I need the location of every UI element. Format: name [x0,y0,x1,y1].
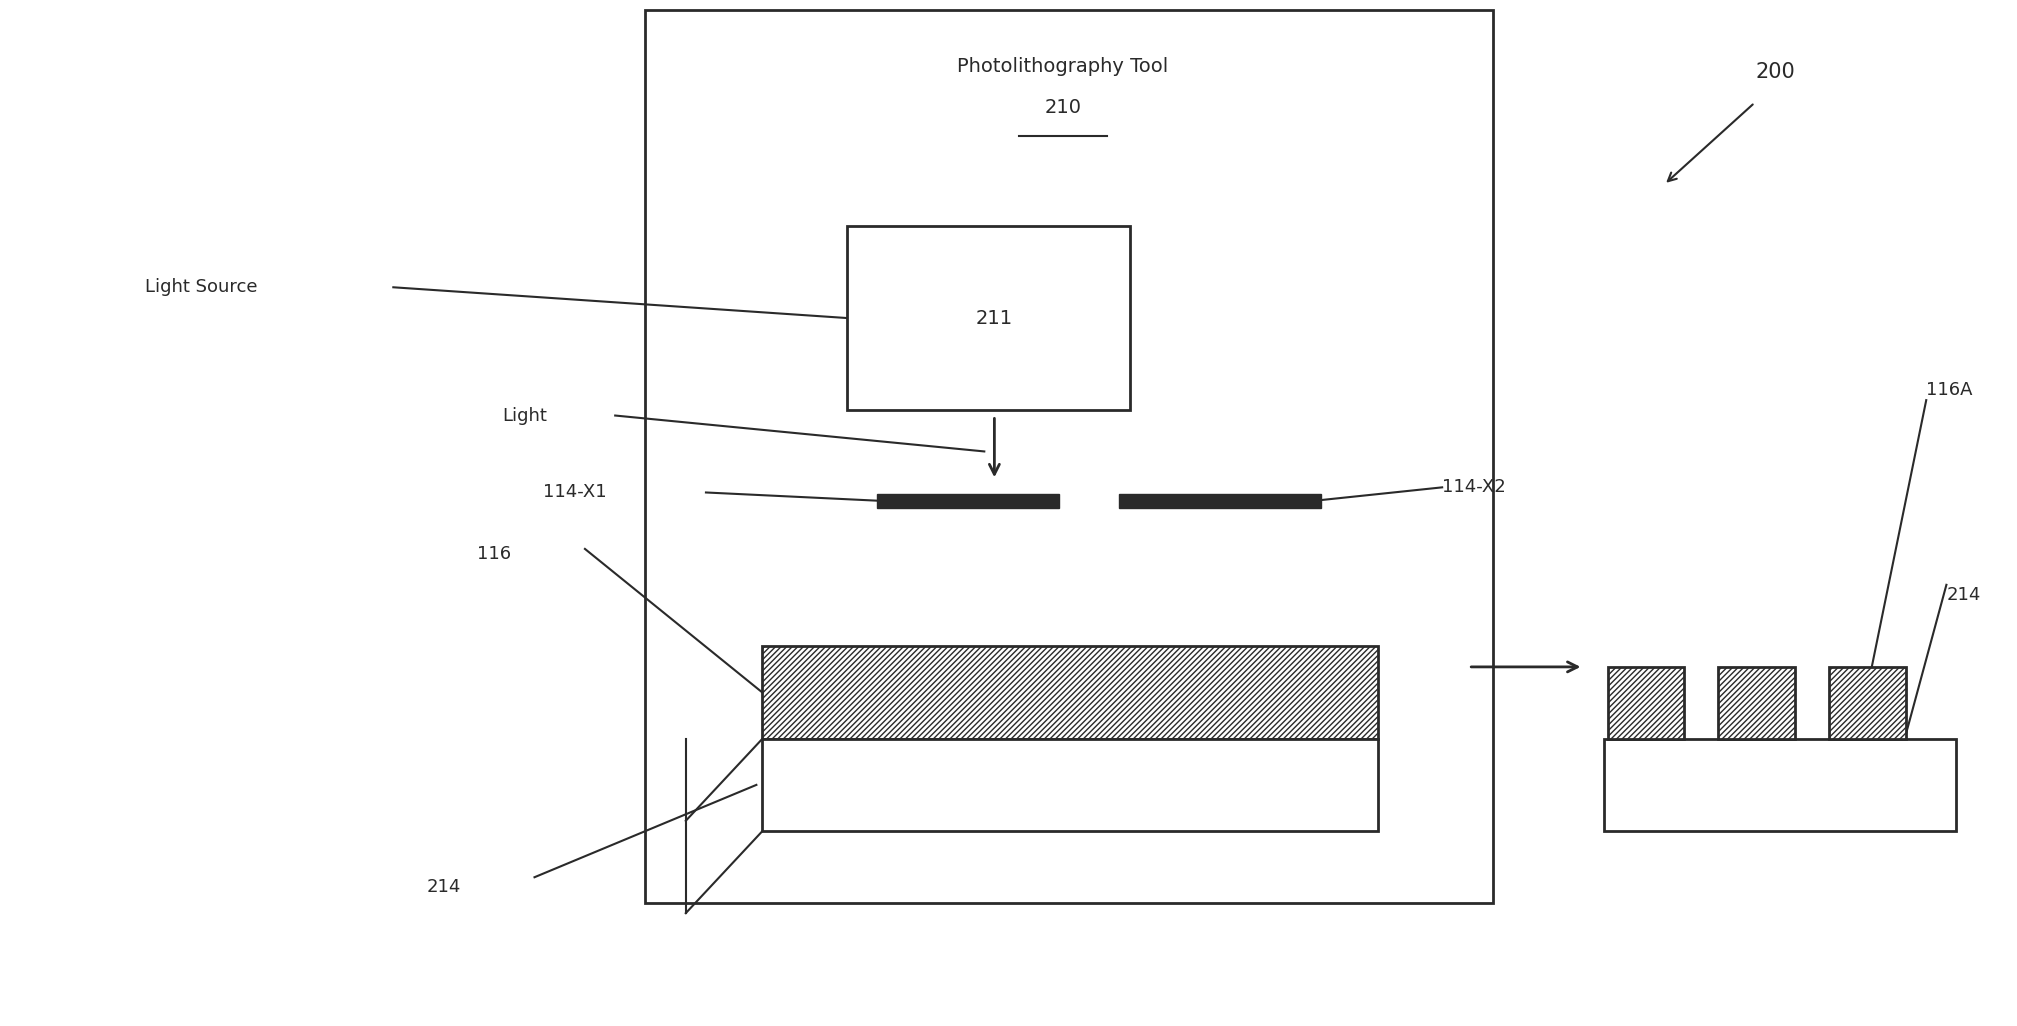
Text: Light Source: Light Source [145,278,258,297]
Bar [645,10,1493,903]
Bar [1718,667,1795,739]
Text: 214: 214 [1946,586,1981,604]
Bar [847,226,1130,410]
Text: 214: 214 [426,878,462,897]
Text: Light: Light [502,406,547,425]
Text: Photolithography Tool: Photolithography Tool [958,57,1168,76]
Text: 210: 210 [1045,98,1081,117]
Text: 200: 200 [1755,62,1795,82]
Bar [762,646,1378,739]
Bar [1119,494,1321,508]
Text: 211: 211 [976,309,1013,327]
Bar [1829,667,1906,739]
Bar [877,494,1059,508]
Text: 116: 116 [478,545,510,563]
Text: 114-X2: 114-X2 [1442,478,1507,497]
Bar [762,739,1378,831]
Bar [1608,667,1684,739]
Text: 114-X1: 114-X1 [543,483,607,502]
Bar [1604,739,1956,831]
Text: 116A: 116A [1926,381,1973,399]
